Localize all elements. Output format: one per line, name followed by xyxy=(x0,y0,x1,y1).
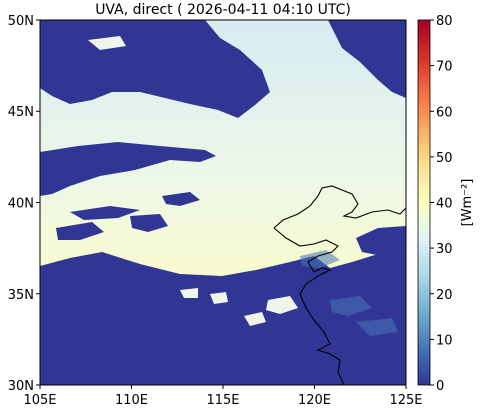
colorbar-tick-label: 80 xyxy=(436,14,453,29)
cloud-streak-1 xyxy=(70,206,140,220)
cloud-streak-4 xyxy=(162,192,200,206)
colorbar-tick-label: 30 xyxy=(436,242,453,257)
x-tick-label: 115E xyxy=(206,393,239,408)
coastline-bohai xyxy=(273,185,406,229)
cloud-edge-speckle xyxy=(300,250,398,336)
y-tick-label: 35N xyxy=(8,288,34,303)
cloud-bottom xyxy=(40,252,406,385)
colorbar-tick-label: 0 xyxy=(436,379,444,394)
colorbar-tick-label: 70 xyxy=(436,60,453,75)
cloud-streak-3 xyxy=(56,222,104,240)
cloud-band-mid xyxy=(40,142,216,196)
y-tick-label: 50N xyxy=(8,14,34,29)
x-axis xyxy=(39,385,407,389)
x-tick-label: 105E xyxy=(23,393,56,408)
colorbar-tick-label: 40 xyxy=(436,197,453,212)
cloud-streak-2 xyxy=(130,214,168,232)
plot-title: UVA, direct ( 2026-04-11 04:10 UTC) xyxy=(95,2,351,18)
cloud-mask xyxy=(40,20,406,385)
y-tick-label: 45N xyxy=(8,105,34,120)
x-tick-label: 125E xyxy=(389,393,422,408)
cloud-top-right xyxy=(328,20,406,98)
x-tick-label: 110E xyxy=(115,393,148,408)
x-tick-label: 120E xyxy=(298,393,331,408)
y-tick-label: 30N xyxy=(8,379,34,394)
colorbar-tick-label: 50 xyxy=(436,151,453,166)
coastline xyxy=(273,185,406,385)
y-axis xyxy=(36,19,40,386)
colorbar-gradient xyxy=(417,19,431,386)
y-tick-label: 40N xyxy=(8,197,34,212)
colorbar-tick-label: 10 xyxy=(436,333,453,348)
colorbar-label: [Wm⁻²] xyxy=(460,179,475,227)
clear-patches xyxy=(88,36,298,326)
colorbar-tick-label: 20 xyxy=(436,288,453,303)
coastline-shandong xyxy=(273,227,345,385)
cloud-east-patch xyxy=(356,226,406,256)
colorbar: 0 10 20 30 40 50 60 70 80 [Wm⁻²] xyxy=(417,14,475,394)
colorbar-tick-label: 60 xyxy=(436,105,453,120)
map-area xyxy=(40,20,406,385)
colorbar-ticks xyxy=(430,19,434,386)
